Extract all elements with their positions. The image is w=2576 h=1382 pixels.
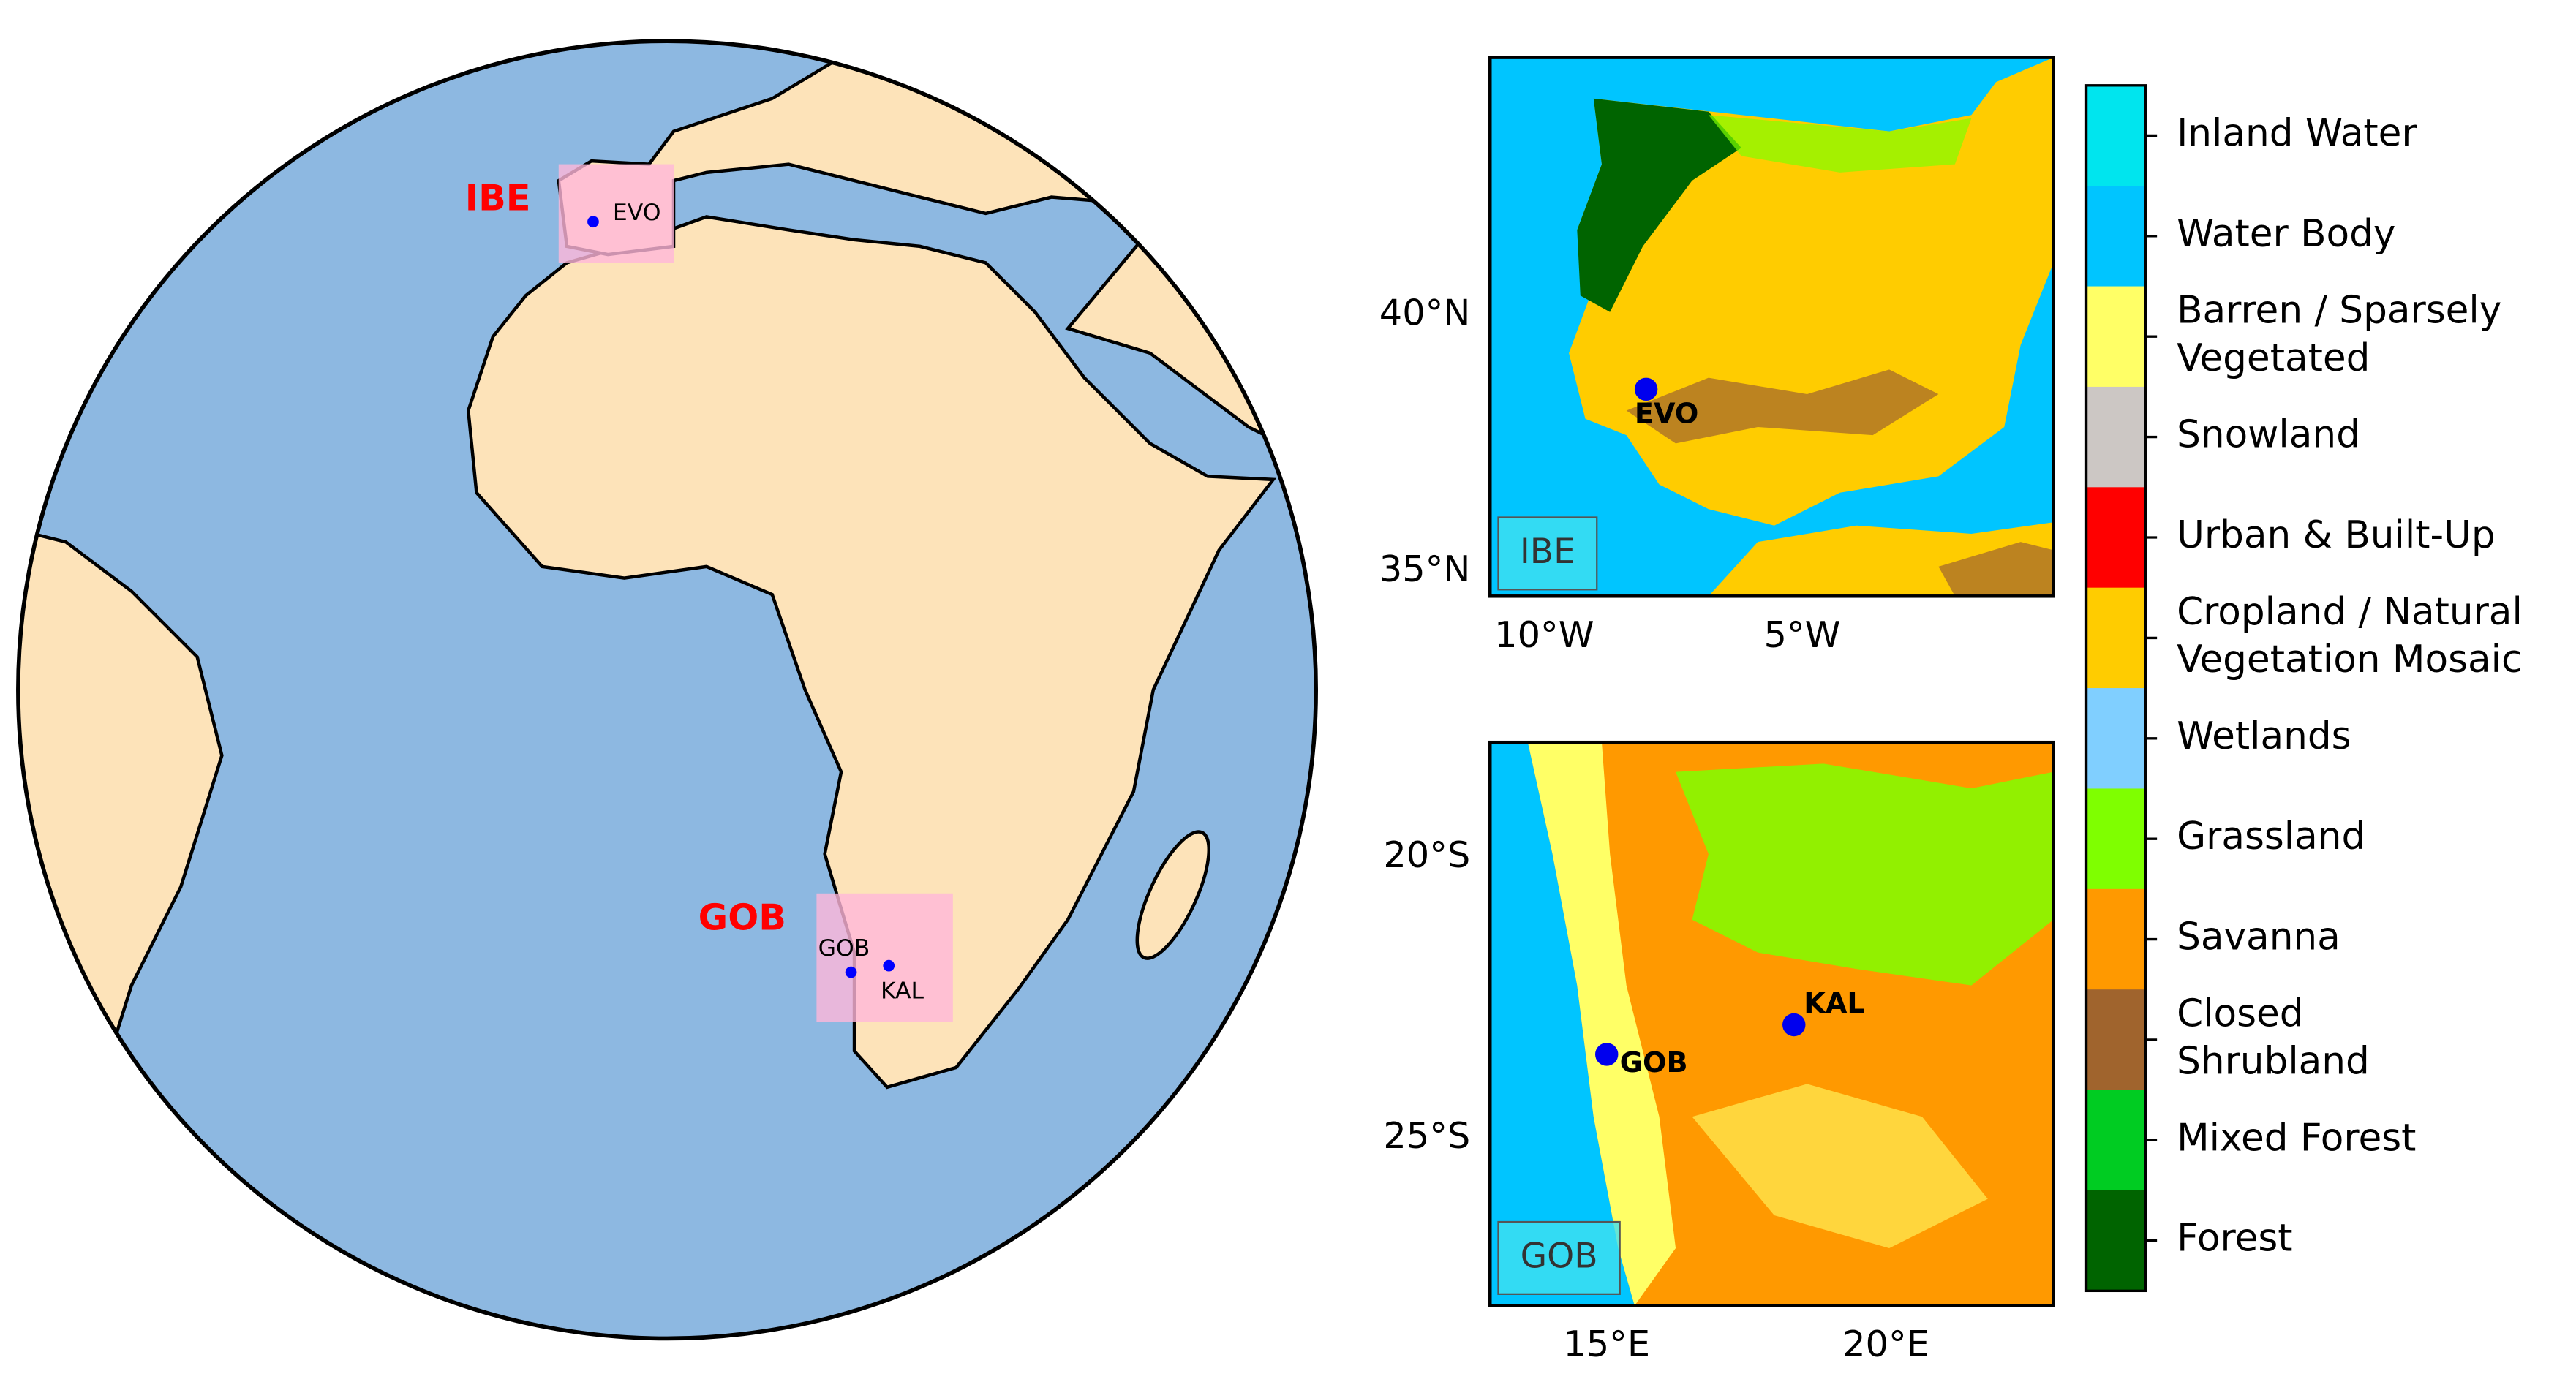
colorbar-segment (2086, 587, 2146, 690)
station-label: GOB (1620, 1047, 1688, 1079)
globe: IBE GOB EVO GOB KAL (16, 39, 1318, 1341)
inset-frame (1488, 740, 2055, 1307)
africa (466, 215, 1277, 1090)
y-tick-label: 20°S (1383, 834, 1470, 876)
station-marker (883, 959, 895, 972)
barren-patch (1692, 1084, 1988, 1248)
station-marker (587, 216, 599, 228)
colorbar-frame (2084, 84, 2147, 1293)
shrubland-patch (1938, 542, 2054, 597)
legend-label: Barren / Sparsely (2177, 289, 2501, 333)
colorbar-segment (2086, 788, 2146, 890)
legend-label: Forest (2177, 1217, 2292, 1261)
colorbar-segment (2086, 1090, 2146, 1192)
x-tick-label: 20°E (1842, 1323, 1929, 1365)
grassland-patch (1676, 763, 2054, 986)
shrubland-patch (1626, 369, 1939, 444)
station-marker (1634, 377, 1658, 401)
colorbar-segment (2086, 386, 2146, 488)
legend-label: Snowland (2177, 413, 2360, 457)
legend-label: Wetlands (2177, 714, 2351, 758)
legend-label: Cropland / Natural (2177, 590, 2523, 634)
legend-label: Water Body (2177, 212, 2395, 256)
legend-label: Vegetation Mosaic (2177, 638, 2522, 681)
colorbar-segment (2086, 989, 2146, 1091)
barren-strip (1527, 742, 1676, 1306)
inset-frame (1488, 56, 2055, 598)
station-marker (1782, 1013, 1806, 1037)
legend-label: Urban & Built-Up (2177, 513, 2496, 557)
legend-label: Savanna (2177, 915, 2340, 959)
x-tick-label: 5°W (1763, 613, 1840, 656)
colorbar-segment (2086, 286, 2146, 388)
y-tick-label: 35°N (1379, 548, 1471, 590)
inset-map: GOB 20°S 25°S 15°E 20°E GOB KAL (1383, 740, 2055, 1365)
station-label: KAL (881, 978, 924, 1005)
region-box (558, 164, 674, 263)
y-tick-label: 40°N (1379, 292, 1471, 334)
globe-outline (16, 39, 1318, 1341)
ocean (1490, 742, 1635, 1306)
colorbar-segment (2086, 888, 2146, 991)
colorbar-segment (2086, 85, 2146, 187)
region-label: GOB (698, 896, 786, 938)
colorbar-segment (2086, 186, 2146, 287)
colorbar-segment (2086, 487, 2146, 589)
grassland-patch (1708, 115, 1972, 173)
madagascar (1135, 830, 1211, 960)
y-tick-label: 25°S (1383, 1114, 1470, 1157)
inset-tag: IBE (1520, 532, 1575, 572)
legend-label: Grassland (2177, 815, 2365, 858)
inset-tag-box (1497, 1220, 1621, 1295)
region-box (816, 893, 953, 1022)
x-tick-label: 10°W (1494, 613, 1594, 656)
station-label: EVO (613, 200, 661, 226)
region-label: IBE (465, 177, 531, 219)
legend-label: Closed (2177, 992, 2303, 1035)
colorbar-segment (2086, 688, 2146, 790)
station-marker (845, 966, 857, 978)
station-label: EVO (1635, 399, 1698, 431)
inset-tag-box (1497, 516, 1598, 591)
colorbar-segment (2086, 1190, 2146, 1292)
legend-label: Shrubland (2177, 1039, 2370, 1083)
legend-label: Inland Water (2177, 111, 2417, 155)
x-tick-label: 15°E (1563, 1323, 1650, 1365)
station-marker (1595, 1043, 1619, 1066)
legend-label: Mixed Forest (2177, 1116, 2416, 1160)
station-label: KAL (1804, 988, 1864, 1020)
forest-patch (1577, 98, 1741, 312)
station-label: GOB (818, 935, 870, 962)
inset-map: IBE 40°N 35°N 10°W 5°W EVO (1379, 56, 2055, 656)
inset-tag: GOB (1521, 1236, 1598, 1276)
legend-label: Vegetated (2177, 336, 2370, 380)
